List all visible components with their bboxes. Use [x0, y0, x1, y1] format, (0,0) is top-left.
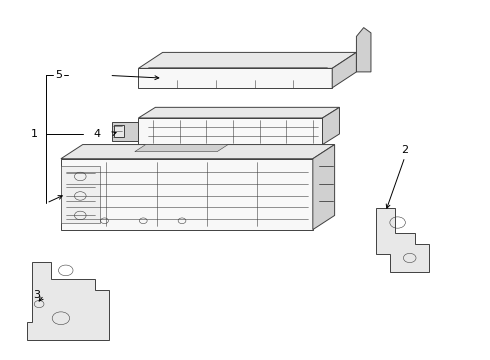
Text: 3: 3: [33, 290, 40, 300]
Polygon shape: [112, 122, 138, 141]
Polygon shape: [322, 107, 340, 145]
Text: 2: 2: [401, 145, 409, 155]
Text: 4: 4: [94, 129, 101, 139]
Polygon shape: [138, 53, 356, 68]
Polygon shape: [61, 145, 335, 159]
Polygon shape: [138, 107, 340, 118]
Polygon shape: [376, 208, 429, 272]
Text: 5: 5: [55, 71, 62, 80]
Polygon shape: [114, 125, 124, 138]
Polygon shape: [138, 118, 322, 145]
Polygon shape: [313, 145, 335, 230]
Polygon shape: [61, 159, 313, 230]
Polygon shape: [27, 261, 109, 339]
Polygon shape: [356, 28, 371, 72]
Text: 1: 1: [31, 129, 38, 139]
Polygon shape: [332, 53, 356, 88]
Polygon shape: [138, 68, 332, 88]
Polygon shape: [135, 145, 228, 152]
Polygon shape: [61, 166, 99, 222]
